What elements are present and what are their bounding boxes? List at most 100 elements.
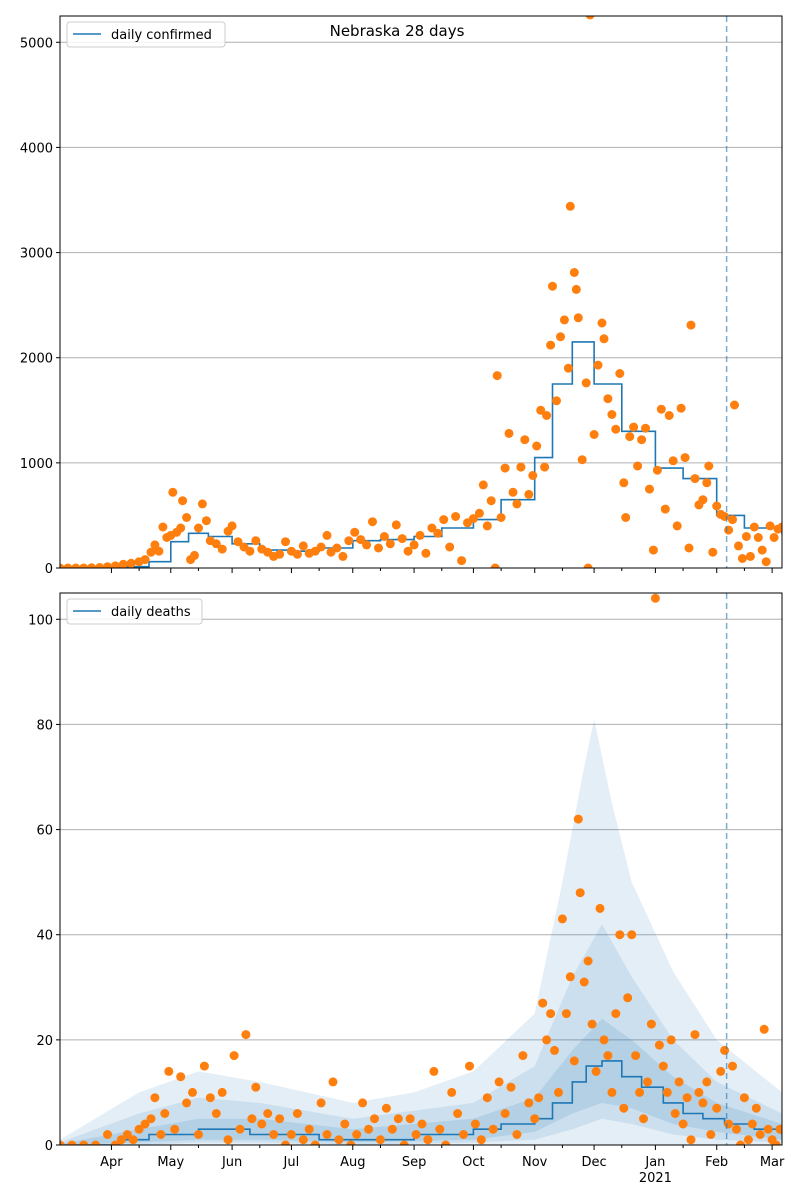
- deaths-data-point: [561, 1009, 571, 1019]
- deaths-xtick-label: Mar: [760, 1155, 785, 1170]
- confirmed-data-point: [374, 543, 383, 553]
- deaths-data-point: [176, 1072, 186, 1082]
- deaths-data-point: [603, 1051, 613, 1061]
- confirmed-data-point: [734, 541, 743, 551]
- deaths-axes-frame: [59, 592, 783, 1146]
- deaths-data-point: [573, 814, 583, 824]
- deaths-legend: daily deaths: [66, 598, 203, 625]
- deaths-data-point: [557, 914, 567, 924]
- deaths-data-point: [292, 1109, 302, 1118]
- confirmed-data-point: [708, 547, 718, 557]
- deaths-data-point: [482, 1093, 492, 1103]
- deaths-data-point: [334, 1135, 344, 1145]
- confirmed-data-point: [615, 369, 625, 378]
- confirmed-data-point: [581, 378, 591, 388]
- deaths-band-inner: [60, 1018, 782, 1145]
- deaths-data-point: [263, 1109, 273, 1118]
- confirmed-data-point: [508, 487, 518, 497]
- confirmed-data-point: [87, 563, 97, 568]
- confirmed-data-point: [765, 521, 775, 531]
- confirmed-data-point: [512, 499, 522, 509]
- confirmed-data-point: [281, 537, 290, 547]
- deaths-data-point: [771, 1140, 781, 1145]
- confirmed-data-point: [197, 499, 207, 509]
- confirmed-data-point: [322, 530, 332, 540]
- confirmed-data-point: [757, 545, 767, 555]
- deaths-data-point: [775, 1124, 782, 1134]
- deaths-data-point: [591, 1066, 601, 1076]
- confirmed-data-point: [619, 478, 629, 488]
- deaths-data-point: [643, 1077, 652, 1087]
- deaths-data-point: [298, 1135, 308, 1145]
- confirmed-data-point: [95, 563, 105, 568]
- confirmed-data-point: [60, 563, 65, 568]
- deaths-data-point: [623, 993, 633, 1003]
- deaths-data-point: [411, 1130, 421, 1139]
- confirmed-data-point: [641, 423, 650, 433]
- confirmed-data-point: [761, 557, 771, 567]
- confirmed-data-point: [621, 513, 631, 522]
- deaths-data-point: [732, 1124, 741, 1134]
- confirmed-data-point: [403, 546, 413, 556]
- deaths-data-point: [399, 1140, 409, 1145]
- deaths-data-point: [712, 1103, 722, 1113]
- deaths-data-point: [724, 1119, 734, 1129]
- deaths-xtick-label: Apr: [100, 1155, 123, 1170]
- confirmed-data-point: [589, 430, 599, 439]
- deaths-data-point: [658, 1061, 668, 1071]
- confirmed-data-point: [745, 551, 755, 561]
- confirmed-data-point: [482, 521, 492, 531]
- deaths-data-point: [156, 1130, 166, 1139]
- deaths-data-point: [194, 1130, 203, 1139]
- confirmed-data-point: [712, 501, 722, 511]
- deaths-data-point: [627, 930, 637, 940]
- deaths-ytick-label: 100: [28, 613, 53, 628]
- confirmed-data-point: [397, 534, 407, 544]
- deaths-data-point: [646, 1019, 656, 1029]
- confirmed-data-point: [528, 471, 538, 480]
- deaths-data-point: [429, 1066, 439, 1076]
- deaths-xtick-label: May: [157, 1155, 184, 1170]
- deaths-data-point: [751, 1103, 761, 1113]
- confirmed-data-point: [585, 16, 595, 20]
- deaths-data-point: [435, 1124, 445, 1134]
- deaths-data-point: [340, 1119, 350, 1129]
- confirmed-data-point: [486, 496, 496, 506]
- deaths-data-point: [747, 1119, 757, 1129]
- confirmed-data-point: [583, 563, 593, 568]
- deaths-data-point: [441, 1140, 451, 1145]
- deaths-plot-area: [60, 593, 782, 1145]
- deaths-data-point: [755, 1130, 765, 1139]
- deaths-data-point: [583, 956, 593, 966]
- deaths-data-point: [465, 1061, 474, 1071]
- deaths-data-point: [575, 888, 585, 898]
- confirmed-data-point: [500, 463, 510, 473]
- deaths-data-point: [140, 1119, 150, 1129]
- confirmed-data-point: [664, 411, 674, 420]
- confirmed-data-point: [597, 318, 607, 328]
- confirmed-legend: daily confirmed: [66, 21, 226, 48]
- deaths-data-point: [670, 1109, 680, 1118]
- deaths-ytick-label: 80: [36, 718, 53, 733]
- confirmed-data-point: [724, 525, 734, 535]
- confirmed-data-point: [565, 201, 575, 211]
- confirmed-data-point: [730, 400, 739, 410]
- confirmed-data-point: [338, 551, 348, 561]
- deaths-data-point: [146, 1114, 156, 1124]
- confirmed-data-point: [728, 515, 737, 525]
- deaths-xtick-label: Jul: [283, 1155, 300, 1170]
- confirmed-data-point: [637, 435, 647, 445]
- deaths-data-point: [328, 1077, 338, 1087]
- confirmed-data-point: [168, 487, 178, 497]
- confirmed-data-point: [749, 522, 759, 532]
- confirmed-data-point: [516, 462, 526, 472]
- confirmed-data-point: [532, 441, 542, 451]
- confirmed-data-point: [676, 403, 686, 413]
- confirmed-data-point: [194, 523, 203, 533]
- confirmed-data-point: [536, 405, 546, 415]
- confirmed-data-point: [660, 504, 670, 514]
- confirmed-data-point: [645, 484, 654, 494]
- deaths-data-point: [223, 1135, 233, 1145]
- confirmed-data-point: [625, 432, 635, 442]
- deaths-data-point: [387, 1124, 397, 1134]
